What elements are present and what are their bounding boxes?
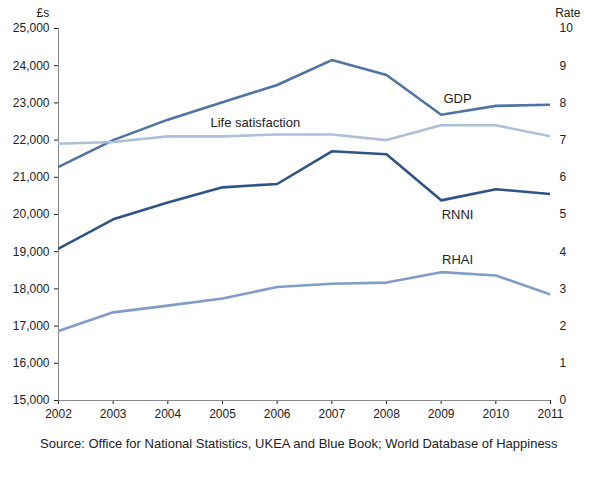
svg-text:21,000: 21,000 — [13, 170, 50, 184]
svg-text:16,000: 16,000 — [13, 356, 50, 370]
svg-text:24,000: 24,000 — [13, 59, 50, 73]
svg-text:RNNI: RNNI — [442, 207, 474, 222]
svg-text:2009: 2009 — [428, 407, 455, 421]
html-text:Source: Office for National St: Source: Office for National Statistics, … — [40, 436, 558, 451]
svg-text:25,000: 25,000 — [13, 21, 50, 35]
svg-text:19,000: 19,000 — [13, 245, 50, 259]
svg-text:2005: 2005 — [209, 407, 236, 421]
svg-text:Life satisfaction: Life satisfaction — [210, 115, 300, 130]
svg-text:6: 6 — [560, 170, 567, 184]
svg-text:1: 1 — [560, 356, 567, 370]
svg-text:10: 10 — [560, 21, 574, 35]
svg-text:2011: 2011 — [538, 407, 564, 421]
svg-text:23,000: 23,000 — [13, 96, 50, 110]
svg-text:20,000: 20,000 — [13, 207, 50, 221]
svg-text:17,000: 17,000 — [13, 319, 50, 333]
svg-text:4: 4 — [560, 245, 567, 259]
svg-text:22,000: 22,000 — [13, 133, 50, 147]
svg-text:2: 2 — [560, 319, 567, 333]
svg-text:GDP: GDP — [443, 91, 471, 106]
svg-text:2006: 2006 — [264, 407, 291, 421]
svg-text:3: 3 — [560, 282, 567, 296]
svg-text:5: 5 — [560, 207, 567, 221]
svg-text:7: 7 — [560, 133, 567, 147]
svg-text:0: 0 — [560, 393, 567, 407]
svg-text:18,000: 18,000 — [13, 282, 50, 296]
svg-text:2007: 2007 — [318, 407, 345, 421]
svg-text:2008: 2008 — [373, 407, 400, 421]
svg-text:2002: 2002 — [45, 407, 72, 421]
svg-text:9: 9 — [560, 59, 567, 73]
svg-text:2004: 2004 — [154, 407, 181, 421]
svg-text:15,000: 15,000 — [13, 393, 50, 407]
svg-text:2003: 2003 — [100, 407, 127, 421]
svg-text:RHAI: RHAI — [442, 252, 473, 267]
svg-text:Rate: Rate — [555, 6, 581, 20]
svg-text:8: 8 — [560, 96, 567, 110]
svg-text:2010: 2010 — [482, 407, 509, 421]
svg-text:£s: £s — [37, 6, 50, 20]
